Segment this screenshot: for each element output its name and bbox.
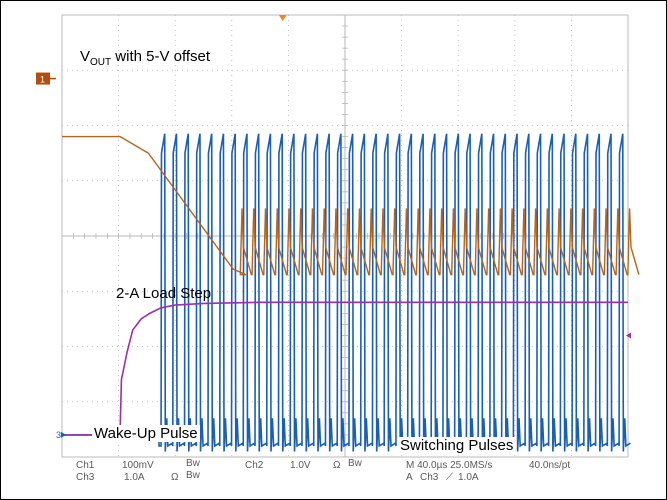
ch3-marker-label: 3 <box>56 430 61 440</box>
trigger-level: 1.0A <box>458 472 479 483</box>
ch3-ohm: Ω <box>171 472 179 483</box>
ch3-marker-arrow <box>61 431 66 438</box>
resolution: 40.0ns/pt <box>529 460 571 471</box>
ch2-ohm: Ω <box>333 460 341 471</box>
right-level-marker <box>626 332 631 339</box>
vout-annotation: VOUT with 5-V offset <box>80 48 211 68</box>
trigger-marker <box>278 15 287 21</box>
trigger-slope: ⟋ <box>446 472 453 483</box>
ch1-bw: Bw <box>186 458 200 469</box>
ch2-scale: 1.0V <box>290 460 311 471</box>
ch2-trace <box>62 133 631 452</box>
ch1-trace <box>62 135 640 276</box>
ch3-bw: Bw <box>186 470 200 481</box>
ch1-marker-box <box>36 72 50 85</box>
channel-markers: 13 <box>36 72 631 440</box>
ch1-label: Ch1 <box>76 460 95 471</box>
ch1-marker-label: 1 <box>40 75 45 85</box>
trigger-prefix: A <box>406 472 413 483</box>
switching-annotation: Switching Pulses <box>398 437 516 454</box>
ch1-scale: 100mV <box>122 460 154 471</box>
ch3-label: Ch3 <box>76 472 95 483</box>
ch2-label: Ch2 <box>245 460 264 471</box>
ch2-bw: Bw <box>348 458 362 469</box>
load-step-annotation: 2-A Load Step <box>116 285 212 302</box>
wake-up-annotation: Wake-Up Pulse <box>92 425 200 442</box>
timebase: M 40.0µs 25.0MS/s <box>406 460 493 471</box>
ch3-scale: 1.0A <box>124 472 145 483</box>
trigger-channel: Ch3 <box>420 472 439 483</box>
